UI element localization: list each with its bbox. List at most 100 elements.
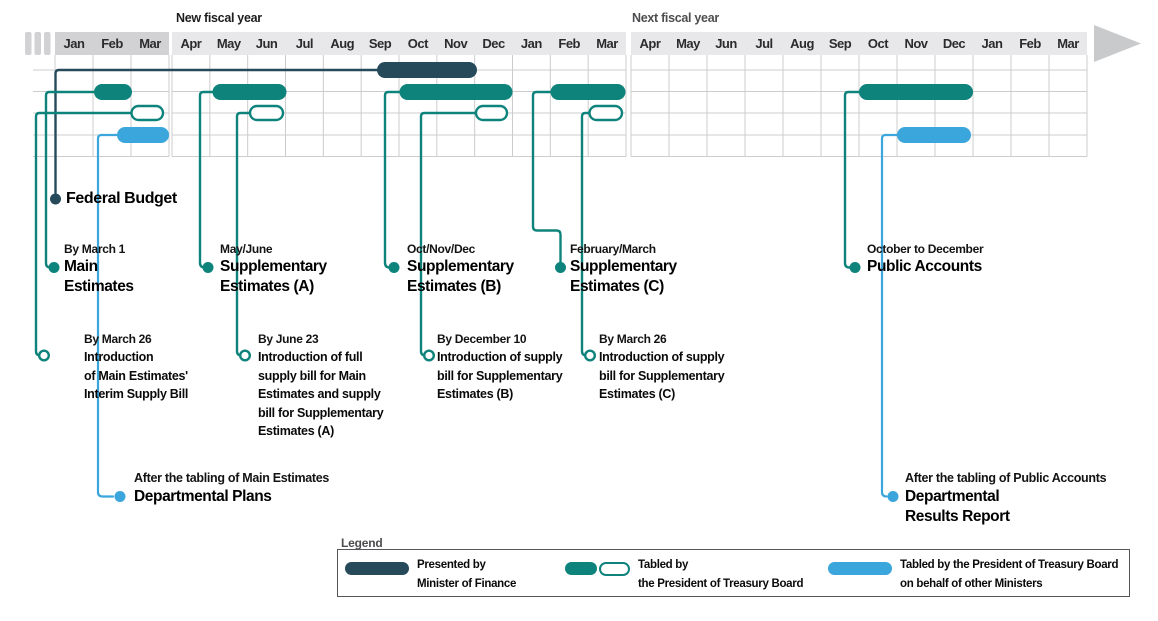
tick-icon (25, 32, 32, 55)
month-band-next-fiscal-year: Apr May Jun Jul Aug Sep Oct Nov Dec Jan Feb Mar (631, 32, 1087, 55)
departmental-results-bar (897, 127, 971, 143)
full-supply-bill-pill (248, 104, 285, 122)
month-label: Dec (942, 36, 966, 51)
supply-bill-c-marker-circle (584, 349, 597, 362)
month-band-current-year: Jan Feb Mar (55, 32, 169, 55)
month-band-new-fiscal-year: Apr May Jun Jul Aug Sep Oct Nov Dec Jan Feb Mar (172, 32, 626, 55)
supply-bill-c-label: By March 26 Introduction of supply bill … (599, 331, 725, 404)
supply-date: By March 26 (599, 332, 667, 346)
event-title: Supplementary (407, 258, 514, 275)
month-label: Feb (1019, 36, 1041, 51)
month-label: Jul (755, 36, 773, 51)
event-date: Oct/Nov/Dec (407, 242, 476, 256)
dept-date: After the tabling of Public Accounts (905, 471, 1107, 485)
supply-date: By June 23 (258, 332, 319, 346)
supply-text: bill for Supplementary (437, 368, 563, 383)
interim-supply-bill-marker-circle (38, 349, 51, 362)
supplementary-c-bar (550, 84, 626, 100)
supplementary-a-connector (198, 90, 214, 269)
event-title: Estimates (A) (220, 278, 314, 295)
legend-label: Presented by (417, 559, 486, 571)
legend-label: Minister of Finance (417, 577, 517, 590)
departmental-results-connector (880, 133, 899, 498)
legend-box (337, 549, 1130, 597)
departmental-plans-connector (96, 133, 119, 498)
supply-text: Interim Supply Bill (84, 387, 189, 401)
departmental-results-label: After the tabling of Public Accounts Dep… (905, 470, 1107, 526)
tick-icon (34, 32, 41, 55)
supplementary-a-bar (212, 84, 287, 100)
legend-blue-pill-icon (828, 562, 892, 575)
dept-title: Departmental (905, 488, 1000, 505)
supply-bill-b-connector (419, 111, 478, 357)
supply-text: Introduction of supply (437, 350, 563, 364)
legend-label: on behalf of other Ministers (900, 577, 1043, 590)
full-supply-bill-marker-circle (238, 349, 251, 362)
departmental-plans-bar (117, 127, 169, 143)
federal-budget-label: Federal Budget (66, 190, 177, 208)
main-estimates-marker-dot (48, 262, 60, 273)
month-label: Jan (63, 36, 85, 51)
supply-text: Introduction of supply (599, 350, 725, 364)
federal-budget-marker-dot (50, 193, 61, 205)
public-accounts-label: October to December Public Accounts (867, 241, 984, 277)
month-label: Nov (904, 36, 928, 51)
event-title: Public Accounts (867, 258, 982, 275)
interim-supply-bill-label: By March 26 Introduction of Main Estimat… (84, 331, 188, 404)
supply-text: Estimates (C) (599, 387, 675, 401)
month-label: Sep (828, 36, 852, 51)
legend-label: Tabled by (638, 559, 689, 571)
supplementary-c-connector (531, 90, 562, 264)
month-label: Jun (715, 36, 737, 51)
full-supply-bill-connector (235, 111, 252, 357)
supply-date: By December 10 (437, 332, 527, 346)
public-accounts-connector (843, 90, 861, 269)
interim-supply-bill-connector (34, 111, 133, 357)
supply-text: of Main Estimates' (84, 368, 188, 383)
month-label: Aug (790, 36, 814, 51)
month-label: May (216, 36, 241, 51)
dept-title: Results Report (905, 507, 1010, 525)
main-estimates-label: By March 1 Main Estimates (64, 241, 134, 297)
next-fiscal-year-label: Next fiscal year (632, 11, 719, 25)
supply-text: bill for Supplementary (599, 368, 725, 383)
supply-bill-c-connector (580, 111, 591, 357)
event-title: Main (64, 258, 98, 275)
public-accounts-marker-dot (849, 262, 861, 273)
dept-date: After the tabling of Main Estimates (134, 471, 330, 485)
departmental-plans-label: After the tabling of Main Estimates Depa… (134, 470, 329, 507)
legend-item-treasury-board: Tabled by the President of Treasury Boar… (638, 556, 803, 593)
supply-text: Introduction (84, 350, 154, 364)
departmental-plans-marker-dot (114, 491, 126, 502)
month-label: Mar (139, 36, 161, 51)
month-label: Oct (867, 36, 889, 51)
legend-label: the President of Treasury Board (638, 577, 804, 590)
supply-text: Estimates and supply (258, 387, 381, 401)
month-label: Feb (558, 36, 580, 51)
supplementary-a-label: May/June Supplementary Estimates (A) (220, 241, 327, 297)
legend-label: Tabled by the President of Treasury Boar… (900, 559, 1119, 571)
event-date: May/June (220, 242, 273, 256)
supplementary-b-marker-dot (388, 262, 400, 273)
interim-supply-bill-pill (130, 104, 165, 122)
month-label: Jan (981, 36, 1003, 51)
event-title: Estimates (64, 278, 134, 295)
month-label: Apr (639, 36, 661, 51)
month-label: Sep (368, 36, 392, 51)
supplementary-c-label: February/March Supplementary Estimates (… (570, 241, 677, 297)
tick-icon (44, 32, 51, 55)
supplementary-a-marker-dot (202, 262, 214, 273)
event-title: Estimates (B) (407, 278, 501, 295)
public-accounts-bar (859, 84, 973, 100)
event-title: Supplementary (220, 258, 327, 275)
federal-budget-connector (54, 68, 379, 195)
supply-text: Introduction of full (258, 350, 363, 364)
timeline-markers (38, 193, 899, 502)
month-label: Oct (407, 36, 429, 51)
month-label: Aug (330, 36, 355, 51)
full-supply-bill-label: By June 23 Introduction of full supply b… (258, 331, 384, 441)
event-title: Federal Budget (66, 190, 177, 207)
dept-title: Departmental Plans (134, 488, 272, 505)
supply-bill-b-pill (474, 104, 509, 122)
